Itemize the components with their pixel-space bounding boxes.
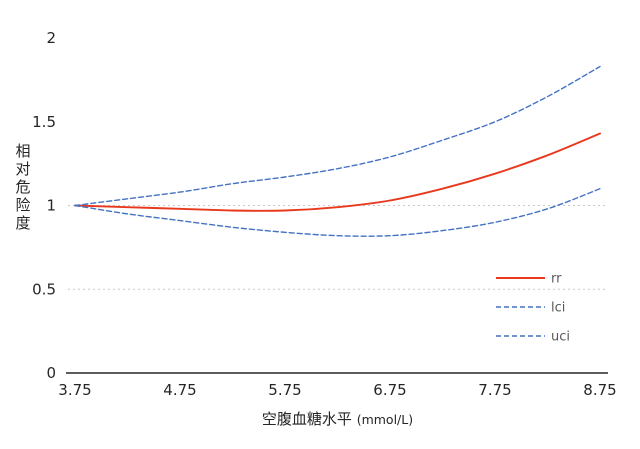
y-tick-label-0: 0 — [46, 364, 56, 382]
legend-label-rr: rr — [551, 272, 562, 287]
x-axis-title: 空腹血糖水平 (mmol/L) — [35, 408, 640, 429]
x-tick-label-8.75: 8.75 — [583, 381, 616, 399]
x-tick-label-6.75: 6.75 — [373, 381, 406, 399]
series-rr-line — [74, 132, 601, 212]
y-tick-label-1.5: 1.5 — [32, 113, 56, 131]
series-uci-line — [74, 65, 601, 207]
y-axis-title: 相对危险度 — [15, 142, 31, 232]
x-tick-label-4.75: 4.75 — [163, 381, 196, 399]
y-tick-label-0.5: 0.5 — [32, 280, 56, 298]
x-axis-title-text: 空腹血糖水平 — [261, 410, 352, 428]
x-tick-label-5.75: 5.75 — [268, 381, 301, 399]
legend-label-uci: uci — [551, 330, 570, 345]
x-tick-label-3.75: 3.75 — [58, 381, 91, 399]
y-tick-label-2: 2 — [46, 29, 56, 47]
x-tick-label-7.75: 7.75 — [478, 381, 511, 399]
x-axis-title-unit: (mmol/L) — [356, 412, 414, 427]
legend-label-lci: lci — [551, 301, 565, 316]
y-tick-label-1: 1 — [46, 197, 56, 215]
series-lci-line — [74, 188, 601, 237]
